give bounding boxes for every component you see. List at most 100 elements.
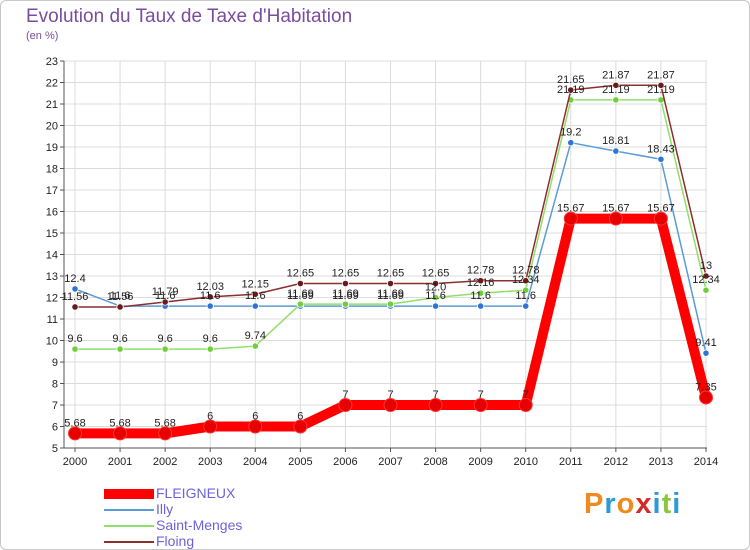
data-point (338, 398, 353, 412)
data-label: 5.68 (64, 417, 85, 429)
data-point (428, 398, 443, 412)
data-point (473, 398, 488, 412)
data-point (251, 290, 259, 298)
legend-swatch (104, 509, 154, 511)
y-tick-label: 14 (46, 250, 58, 262)
data-point (608, 211, 623, 226)
data-label: 7 (433, 389, 439, 401)
data-point (71, 303, 79, 311)
y-tick-label: 16 (46, 207, 58, 219)
x-tick-label: 2003 (198, 456, 222, 468)
y-tick-label: 7 (52, 400, 58, 412)
data-label: 18.43 (647, 143, 675, 155)
data-label: 21.87 (602, 69, 630, 81)
data-point (341, 279, 350, 288)
data-point (477, 277, 485, 285)
data-label: 6 (297, 411, 303, 423)
y-tick-label: 19 (46, 142, 58, 154)
data-label: 11.6 (515, 290, 536, 302)
legend-swatch (104, 541, 154, 543)
data-label: 11.6 (245, 290, 266, 302)
data-label: 21.65 (557, 74, 585, 86)
y-tick-label: 18 (46, 164, 58, 176)
brand-letter: t (661, 488, 673, 520)
data-label: 12.0 (425, 282, 446, 294)
data-point (612, 96, 620, 104)
data-point (702, 286, 710, 294)
data-point (383, 398, 398, 412)
x-tick-label: 2008 (423, 456, 447, 468)
data-label: 21.19 (647, 84, 675, 96)
brand-letter: P (584, 488, 605, 520)
y-tick-label: 22 (46, 78, 58, 90)
data-point (296, 300, 304, 308)
data-label: 12.65 (332, 268, 360, 280)
brand-letter: o (616, 488, 636, 520)
legend-label: Floing (156, 533, 195, 549)
brand-letter: x (635, 488, 653, 520)
data-label: 11.6 (155, 290, 176, 302)
data-point (71, 345, 79, 353)
x-tick-label: 2000 (63, 456, 87, 468)
data-label: 11.6 (200, 290, 221, 302)
data-point (431, 279, 440, 288)
data-point (386, 279, 395, 288)
data-label: 9.6 (67, 333, 82, 345)
x-tick-label: 2004 (243, 456, 267, 468)
data-label: 6 (207, 411, 213, 423)
y-tick-label: 6 (52, 422, 58, 434)
legend-swatch (104, 489, 154, 499)
data-point (203, 419, 218, 434)
legend-swatch (104, 525, 154, 527)
data-label: 12.16 (467, 277, 495, 289)
x-tick-label: 2002 (153, 456, 177, 468)
brand-logo: Proxiti (584, 488, 681, 521)
data-label: 11.6 (470, 290, 491, 302)
data-label: 5.68 (154, 417, 175, 429)
data-point (702, 349, 710, 357)
data-label: 15.67 (647, 203, 675, 215)
data-point (116, 303, 124, 311)
y-tick-label: 9 (52, 357, 58, 369)
data-label: 12.65 (287, 268, 315, 280)
data-label: 13 (700, 260, 712, 272)
brand-letter: i (672, 488, 682, 520)
y-tick-label: 8 (52, 379, 58, 391)
data-point (612, 147, 620, 155)
data-label: 12.15 (242, 278, 270, 290)
x-tick-label: 2012 (604, 456, 628, 468)
data-point (699, 390, 713, 405)
data-label: 9.41 (695, 337, 716, 349)
data-point (68, 426, 82, 441)
data-label: 21.87 (647, 69, 675, 81)
data-label: 11.69 (287, 288, 314, 300)
data-point (657, 81, 665, 89)
data-point (567, 86, 575, 94)
data-label: 12.34 (692, 274, 720, 286)
data-point (206, 293, 214, 301)
data-label: 7 (387, 389, 393, 401)
data-point (702, 272, 710, 280)
data-point (206, 345, 214, 353)
brand-letter: i (652, 488, 662, 520)
data-point (341, 300, 350, 308)
data-point (518, 398, 533, 412)
data-point (431, 302, 440, 310)
data-point (251, 302, 259, 310)
data-label: 15.67 (602, 203, 630, 215)
data-label: 12.34 (512, 274, 540, 286)
x-tick-label: 2006 (333, 456, 357, 468)
data-label: 12.78 (512, 265, 540, 277)
x-tick-label: 2013 (649, 456, 673, 468)
x-tick-label: 2005 (288, 456, 312, 468)
data-label: 11.69 (377, 288, 404, 300)
data-label: 11.69 (287, 290, 314, 302)
data-label: 12.4 (64, 273, 85, 285)
brand-letter: r (604, 488, 617, 520)
data-point (296, 279, 304, 288)
data-point (116, 345, 124, 353)
x-tick-label: 2009 (468, 456, 492, 468)
data-point (477, 302, 485, 310)
